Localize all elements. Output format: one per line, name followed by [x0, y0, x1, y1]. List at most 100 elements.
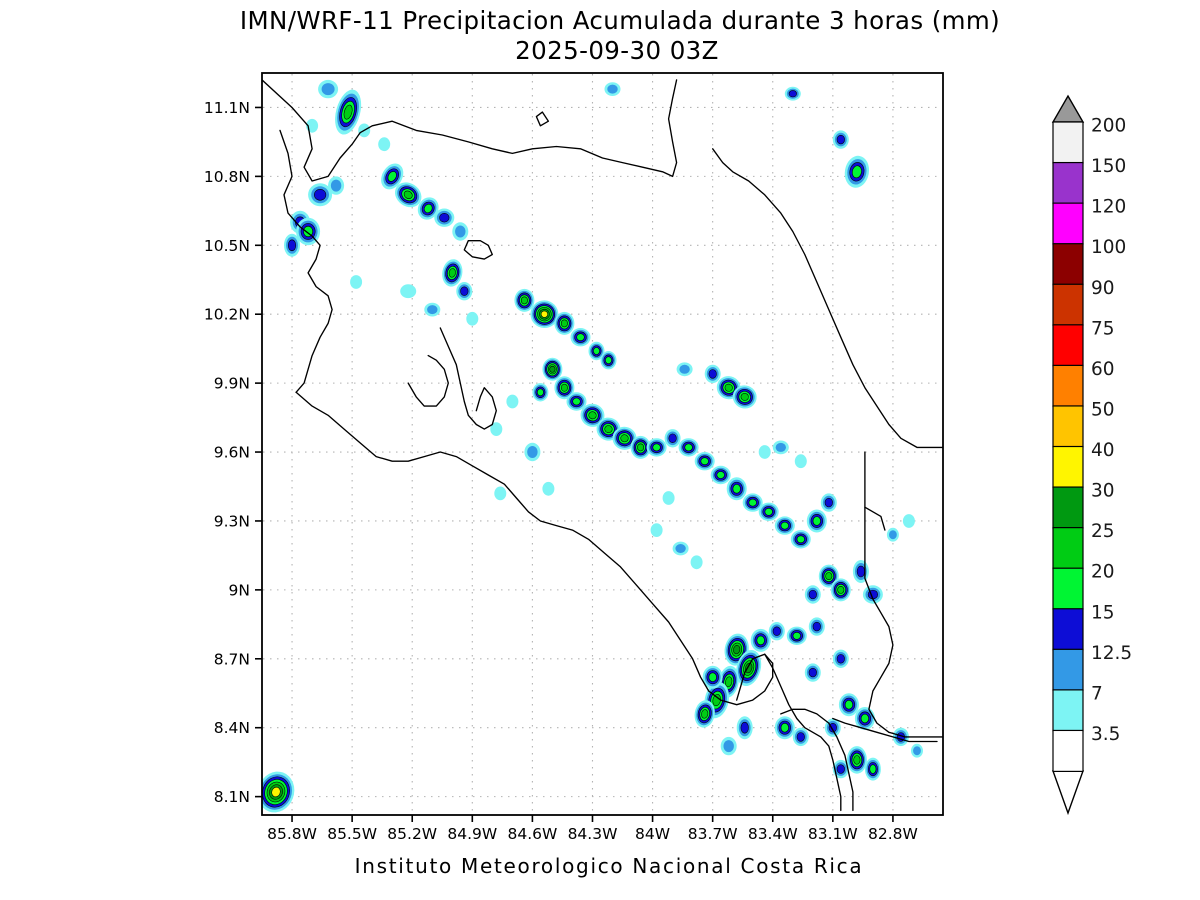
colorbar-tick-label: 90: [1091, 278, 1115, 299]
precip-cell: [832, 759, 849, 779]
y-axis-tick-label: 9.9N: [214, 375, 250, 393]
x-axis-tick-label: 85.2W: [387, 825, 437, 843]
precip-cell: [790, 530, 811, 549]
precip-cell: [804, 663, 821, 682]
precip-cell: [456, 282, 473, 301]
colorbar-tick-label: 60: [1091, 359, 1115, 380]
precip-cell: [786, 626, 807, 645]
precip-contour-band: [423, 203, 433, 214]
precip-cell: [424, 302, 441, 317]
precip-cell: [612, 426, 637, 450]
precip-contour-band: [780, 723, 789, 733]
precip-cell: [530, 300, 559, 329]
precip-contour-band: [836, 134, 845, 145]
precip-cell: [630, 435, 651, 459]
precip-contour-band: [607, 84, 618, 94]
coastline-path: [407, 354, 449, 407]
precip-contour-band: [844, 700, 853, 710]
coastline-path: [764, 653, 842, 812]
precip-contour-band: [350, 275, 363, 289]
y-axis-tick-label: 10.8N: [204, 168, 250, 186]
precip-contour-band: [588, 411, 597, 420]
precip-cell: [514, 288, 535, 312]
precip-contour-band: [796, 535, 805, 544]
precip-cell: [710, 465, 731, 485]
y-axis-tick-label: 9N: [229, 581, 250, 599]
precip-contour-band: [869, 764, 877, 774]
precip-contour-band: [775, 442, 786, 452]
coastline-path: [708, 653, 774, 706]
precip-contour-band: [652, 443, 661, 452]
precip-contour-band: [537, 388, 544, 397]
precip-cell: [566, 392, 587, 411]
precip-cell: [774, 516, 795, 535]
precip-cell: [532, 383, 549, 402]
precip-cell: [804, 585, 821, 604]
precip-cell: [704, 364, 721, 384]
precip-contour-band: [560, 383, 568, 392]
precip-contour-band: [724, 383, 733, 392]
precip-contour-band: [542, 481, 555, 496]
precip-cell: [442, 259, 463, 287]
precip-contour-band: [675, 544, 686, 553]
precip-cell: [852, 560, 869, 583]
precip-contour-band: [837, 586, 845, 594]
precip-contour-band: [708, 369, 717, 379]
colorbar-over-arrow: [1051, 94, 1085, 123]
map-frame: [261, 72, 944, 816]
precip-cell: [750, 628, 771, 652]
precip-contour-band: [679, 364, 690, 374]
precip-cell: [774, 716, 795, 740]
colorbar-band: [1052, 405, 1084, 448]
y-axis-tick-label: 10.2N: [204, 306, 250, 324]
precip-contour-band: [725, 676, 733, 688]
precip-cell: [400, 284, 417, 299]
precip-cell: [864, 757, 881, 781]
colorbar-tick-label: 150: [1091, 156, 1126, 177]
colorbar-band: [1052, 608, 1084, 651]
y-axis-tick-label: 8.1N: [214, 788, 250, 806]
precip-contour-band: [853, 755, 861, 765]
precip-cell: [308, 183, 333, 207]
x-axis-tick-label: 84W: [635, 825, 670, 843]
precip-cell: [694, 452, 715, 471]
precip-cell: [818, 564, 839, 588]
colorbar-band: [1052, 161, 1084, 205]
precip-contour-band: [605, 356, 612, 364]
precip-cell: [792, 727, 809, 747]
precip-contour-band: [733, 645, 741, 655]
precip-cell: [554, 311, 575, 335]
colorbar-band: [1052, 121, 1084, 164]
precip-contour-band: [330, 179, 342, 192]
x-axis-tick-label: 83.7W: [688, 825, 738, 843]
colorbar-band: [1052, 729, 1084, 773]
precip-contour-band: [527, 446, 538, 458]
page-title: IMN/WRF-11 Precipitacion Acumulada duran…: [0, 6, 1200, 67]
map-plot-background: [262, 73, 943, 815]
precip-cell: [335, 89, 362, 135]
precip-contour-band: [758, 445, 771, 459]
precip-contour-band: [808, 589, 817, 600]
x-axis-tick-label: 85.5W: [327, 825, 377, 843]
precip-contour-band: [723, 740, 734, 753]
precip-contour-band: [902, 514, 915, 528]
colorbar-band: [1052, 324, 1084, 367]
precip-cell: [784, 86, 801, 101]
precip-cell: [417, 197, 439, 220]
colorbar-tick-label: 12.5: [1091, 643, 1132, 664]
x-axis-tick-label: 84.3W: [568, 825, 618, 843]
precip-cell: [832, 649, 849, 668]
y-axis-tick-label: 8.4N: [214, 719, 250, 737]
coastline-path: [262, 79, 678, 182]
precip-cell: [806, 509, 827, 533]
precip-cell: [378, 137, 391, 152]
attribution-footer: Instituto Meteorologico Nacional Costa R…: [354, 854, 864, 878]
colorbar-band: [1052, 364, 1084, 407]
precip-cell: [758, 502, 779, 521]
colorbar-tick-label: 15: [1091, 602, 1115, 623]
precip-contour-band: [764, 508, 773, 516]
colorbar-tick-label: 20: [1091, 562, 1115, 583]
precip-cell: [672, 541, 689, 556]
